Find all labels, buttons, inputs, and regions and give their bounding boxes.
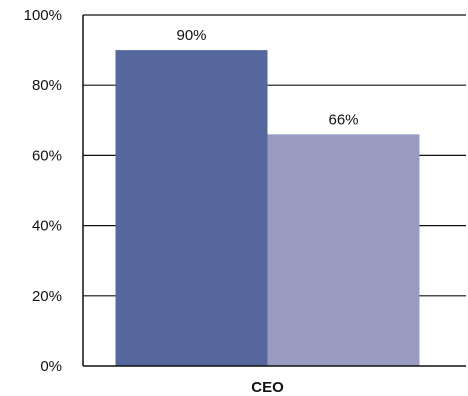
y-tick-labels: 0% 20% 40% 60% 80% 100% (24, 7, 62, 375)
bar (267, 134, 420, 366)
category-labels: CEO (251, 379, 284, 396)
data-label: 90% (176, 27, 206, 44)
bars (115, 50, 420, 366)
axes (82, 15, 466, 367)
y-tick-label: 80% (32, 77, 62, 94)
category-label: CEO (251, 379, 284, 396)
y-tick-label: 100% (24, 7, 62, 24)
y-tick-label: 0% (40, 358, 62, 375)
data-label: 66% (328, 111, 358, 128)
y-tick-label: 40% (32, 218, 62, 235)
data-labels: 90% 66% (176, 27, 358, 128)
y-tick-label: 20% (32, 288, 62, 305)
y-tick-label: 60% (32, 147, 62, 164)
bar (115, 50, 268, 366)
